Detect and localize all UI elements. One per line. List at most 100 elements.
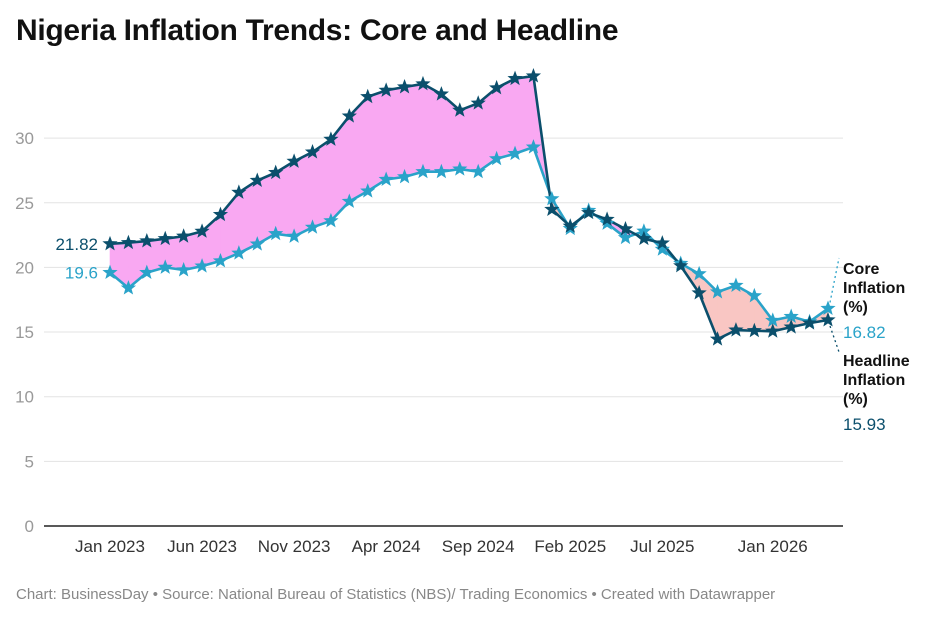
core-point	[249, 236, 265, 251]
core-point	[212, 252, 229, 268]
core-point	[268, 225, 284, 241]
headline-point	[489, 79, 505, 95]
core-point	[157, 259, 173, 274]
core-point	[176, 261, 192, 277]
headline-point	[231, 184, 247, 199]
x-tick-label: Jan 2023	[75, 537, 145, 556]
core-point	[691, 265, 707, 281]
headline-point	[323, 131, 339, 146]
core-legend-label: (%)	[843, 299, 868, 316]
gap-fill	[735, 284, 755, 332]
core-end-value: 16.82	[843, 323, 886, 342]
headline-point	[433, 86, 449, 101]
core-point	[544, 190, 560, 206]
headline-point	[783, 319, 799, 334]
core-point	[709, 283, 726, 299]
core-point	[525, 139, 542, 154]
headline-point	[544, 201, 560, 216]
headline-leader-line	[829, 325, 840, 353]
series-markers	[102, 68, 836, 346]
core-point	[783, 308, 799, 324]
headline-point	[249, 172, 265, 187]
headline-point	[396, 79, 413, 94]
core-point	[323, 212, 339, 228]
x-tick-label: Sep 2024	[442, 537, 515, 556]
headline-point	[801, 315, 818, 330]
headline-point	[212, 206, 229, 222]
core-legend-label: Inflation	[843, 280, 905, 297]
headline-point	[673, 257, 689, 273]
headline-point	[268, 164, 284, 180]
headline-point	[581, 204, 597, 220]
area-between-series	[109, 75, 829, 340]
chart-footer: Chart: BusinessDay • Source: National Bu…	[16, 586, 776, 603]
x-tick-label: Apr 2024	[352, 537, 421, 556]
core-point	[231, 245, 247, 260]
core-point	[654, 241, 670, 256]
core-point	[360, 183, 376, 198]
x-tick-label: Feb 2025	[534, 537, 606, 556]
core-point	[820, 300, 836, 315]
headline-point	[746, 322, 762, 338]
core-point	[617, 229, 634, 245]
core-point	[396, 168, 413, 184]
x-tick-label: Jul 2025	[630, 537, 694, 556]
headline-point	[599, 211, 615, 226]
chart-title: Nigeria Inflation Trends: Core and Headl…	[16, 14, 619, 47]
core-point	[415, 163, 431, 179]
headline-point	[654, 235, 670, 250]
headline-point	[562, 218, 578, 233]
core-point	[746, 287, 762, 303]
core-point	[378, 171, 394, 186]
headline-point	[341, 108, 357, 123]
gap-fill	[367, 89, 387, 192]
core-point	[194, 258, 210, 273]
core-point	[433, 163, 449, 179]
series-lines	[109, 74, 829, 341]
headline-point	[617, 221, 634, 236]
y-tick-label: 10	[15, 388, 34, 407]
core-point	[341, 193, 357, 208]
core-point	[120, 280, 137, 295]
headline-legend-label: Headline	[843, 353, 910, 370]
core-point	[452, 161, 468, 176]
headline-point	[139, 233, 155, 248]
headline-point	[176, 228, 192, 243]
y-tick-label: 25	[15, 194, 34, 213]
core-point	[728, 277, 744, 292]
core-point	[765, 312, 781, 327]
y-tick-label: 5	[25, 452, 34, 471]
y-tick-label: 15	[15, 323, 34, 342]
headline-point	[470, 95, 486, 110]
core-point	[636, 223, 652, 238]
headline-start-label: 21.82	[55, 235, 98, 254]
core-point	[102, 264, 118, 280]
core-point	[507, 145, 523, 161]
headline-point	[378, 82, 394, 97]
y-tick-label: 0	[25, 517, 34, 536]
headline-point	[415, 75, 431, 91]
headline-point	[691, 285, 707, 300]
core-leader-line	[829, 257, 840, 303]
gap-fill	[404, 83, 424, 178]
x-tick-label: Nov 2023	[258, 537, 331, 556]
headline-point	[728, 322, 744, 337]
headline-legend-label: (%)	[843, 391, 868, 408]
headline-point	[820, 312, 836, 327]
core-point	[139, 264, 155, 280]
gap-fill	[441, 93, 461, 173]
headline-legend-label: Inflation	[843, 372, 905, 389]
headline-point	[157, 230, 173, 246]
core-start-label: 19.6	[65, 264, 98, 283]
x-tick-label: Jan 2026	[738, 537, 808, 556]
x-tick-label: Jun 2023	[167, 537, 237, 556]
headline-point	[709, 331, 726, 346]
headline-point	[304, 144, 321, 159]
data-labels: 21.82 19.6 Core Inflation (%) 16.82 Headline In…	[55, 235, 909, 434]
headline-end-value: 15.93	[843, 415, 886, 434]
headline-point	[194, 223, 210, 238]
axes: 0 5 10 15 20 25 30 Jan 2023 Jun 2023 Nov 2023 Apr …	[15, 129, 843, 556]
headline-point	[360, 88, 376, 104]
core-inflation-line	[109, 145, 829, 324]
